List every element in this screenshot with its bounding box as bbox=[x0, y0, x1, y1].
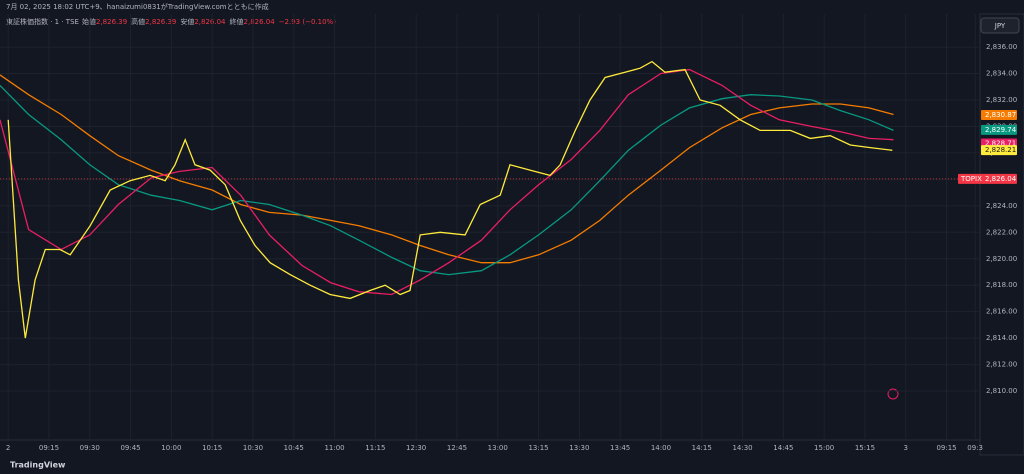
y-tick-label: 2,834.00 bbox=[986, 70, 1017, 78]
x-tick-label: 15:00 bbox=[814, 444, 834, 452]
y-tick-label: 2,816.00 bbox=[986, 308, 1017, 316]
price-tag bbox=[981, 109, 1017, 120]
x-tick-label: 2 bbox=[6, 444, 10, 452]
x-tick-label: 10:00 bbox=[161, 444, 181, 452]
x-tick-label: 14:15 bbox=[692, 444, 712, 452]
ma-line bbox=[7, 60, 893, 339]
x-tick-label: 11:00 bbox=[324, 444, 344, 452]
y-tick-label: 2,832.00 bbox=[986, 96, 1017, 104]
y-tick-label: 2,824.00 bbox=[986, 202, 1017, 210]
x-tick-label: 14:30 bbox=[732, 444, 752, 452]
last-price-name: TOPIX bbox=[960, 175, 982, 183]
ohlc-value: 2,826.04 bbox=[244, 18, 276, 26]
last-price-tag bbox=[958, 173, 1017, 184]
x-tick-label: 14:45 bbox=[773, 444, 793, 452]
y-tick-label: 2,818.00 bbox=[986, 281, 1017, 289]
ma-line bbox=[0, 84, 894, 276]
x-tick-label: 10:45 bbox=[284, 444, 304, 452]
x-tick-label: 14:00 bbox=[651, 444, 671, 452]
y-tick-label: 2,810.00 bbox=[986, 387, 1017, 395]
ohlc-value: 2,826.04 bbox=[194, 18, 226, 26]
price-tag bbox=[981, 124, 1017, 135]
event-icon[interactable] bbox=[887, 388, 899, 400]
x-tick-label: 13:30 bbox=[569, 444, 589, 452]
symbol-legend: 東証株価指数 · 1 · TSE bbox=[6, 17, 79, 26]
ma-line bbox=[0, 74, 894, 264]
price-axis bbox=[979, 13, 1024, 456]
ohlc-name: 始値 bbox=[82, 17, 96, 26]
ma-line bbox=[0, 68, 894, 296]
price-tag-label: 2,830.87 bbox=[985, 111, 1016, 119]
x-tick-label: 13:45 bbox=[610, 444, 630, 452]
x-tick-label: 09:3 bbox=[967, 444, 983, 452]
currency[interactable]: JPY bbox=[994, 22, 1006, 30]
y-tick-label: 2,820.00 bbox=[986, 255, 1017, 263]
y-tick-label: 2,814.00 bbox=[986, 334, 1017, 342]
y-tick-label: 2,822.00 bbox=[986, 228, 1017, 236]
x-tick-label: 15:15 bbox=[855, 444, 875, 452]
price-tag-label: 2,829.74 bbox=[985, 126, 1017, 134]
ohlc-value: 2,826.39 bbox=[96, 18, 127, 26]
y-tick-label: 2,836.00 bbox=[986, 43, 1017, 51]
x-tick-label: 09:30 bbox=[80, 444, 100, 452]
x-tick-label: 10:15 bbox=[202, 444, 222, 452]
ohlc-name: 終値 bbox=[230, 17, 244, 26]
x-tick-label: 12:30 bbox=[406, 444, 426, 452]
x-tick-label: 12:45 bbox=[447, 444, 467, 452]
x-tick-label: 09:45 bbox=[120, 444, 140, 452]
currency-button[interactable] bbox=[980, 17, 1020, 34]
last-price-label: 2,826.04 bbox=[985, 175, 1017, 183]
y-tick-label: 2,812.00 bbox=[986, 361, 1017, 369]
ohlc-name: 高値 bbox=[131, 17, 145, 26]
ohlc-name: 安値 bbox=[180, 17, 194, 26]
price-tag bbox=[981, 145, 1017, 156]
brand: TradingView bbox=[10, 461, 66, 470]
x-tick-label: 09:15 bbox=[936, 444, 956, 452]
x-tick-label: 10:30 bbox=[243, 444, 263, 452]
price-tag-label: 2,828.21 bbox=[985, 146, 1016, 154]
x-tick-label: 13:00 bbox=[488, 444, 508, 452]
x-tick-label: 11:15 bbox=[365, 444, 385, 452]
x-tick-label: 13:15 bbox=[528, 444, 548, 452]
x-tick-label: 09:15 bbox=[39, 444, 59, 452]
ohlc-value: 2,826.39 bbox=[145, 18, 176, 26]
change: −2.93 (−0.10%) bbox=[279, 18, 337, 26]
caption: 7月 02, 2025 18:02 UTC+9、hanaizumi0831がTr… bbox=[6, 2, 269, 11]
x-tick-label: 3 bbox=[904, 444, 908, 452]
price-tag-label: 2,828.71 bbox=[985, 140, 1016, 148]
